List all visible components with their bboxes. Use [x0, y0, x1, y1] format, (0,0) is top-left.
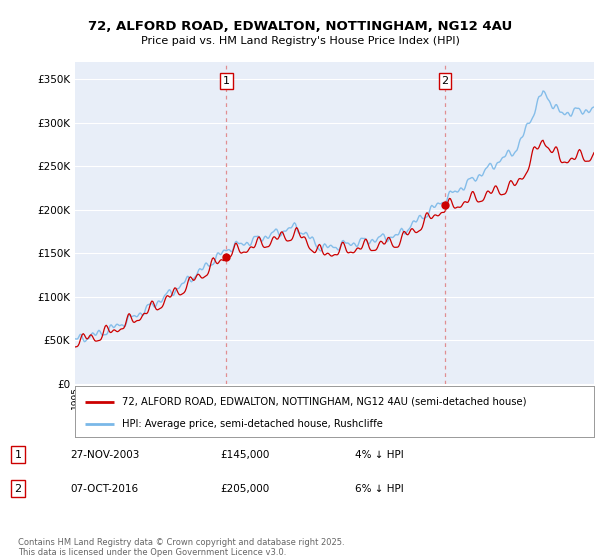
Text: 27-NOV-2003: 27-NOV-2003: [70, 450, 139, 460]
Text: 4% ↓ HPI: 4% ↓ HPI: [355, 450, 404, 460]
Text: 6% ↓ HPI: 6% ↓ HPI: [355, 484, 404, 494]
Text: 1: 1: [223, 76, 230, 86]
Text: 1: 1: [14, 450, 22, 460]
Text: 72, ALFORD ROAD, EDWALTON, NOTTINGHAM, NG12 4AU (semi-detached house): 72, ALFORD ROAD, EDWALTON, NOTTINGHAM, N…: [122, 396, 526, 407]
Text: £145,000: £145,000: [220, 450, 269, 460]
Text: 2: 2: [442, 76, 449, 86]
Text: Contains HM Land Registry data © Crown copyright and database right 2025.
This d: Contains HM Land Registry data © Crown c…: [18, 538, 344, 557]
Text: 72, ALFORD ROAD, EDWALTON, NOTTINGHAM, NG12 4AU: 72, ALFORD ROAD, EDWALTON, NOTTINGHAM, N…: [88, 20, 512, 32]
Text: 2: 2: [14, 484, 22, 494]
Text: £205,000: £205,000: [220, 484, 269, 494]
Text: HPI: Average price, semi-detached house, Rushcliffe: HPI: Average price, semi-detached house,…: [122, 419, 383, 429]
Text: 07-OCT-2016: 07-OCT-2016: [70, 484, 138, 494]
Text: Price paid vs. HM Land Registry's House Price Index (HPI): Price paid vs. HM Land Registry's House …: [140, 36, 460, 46]
